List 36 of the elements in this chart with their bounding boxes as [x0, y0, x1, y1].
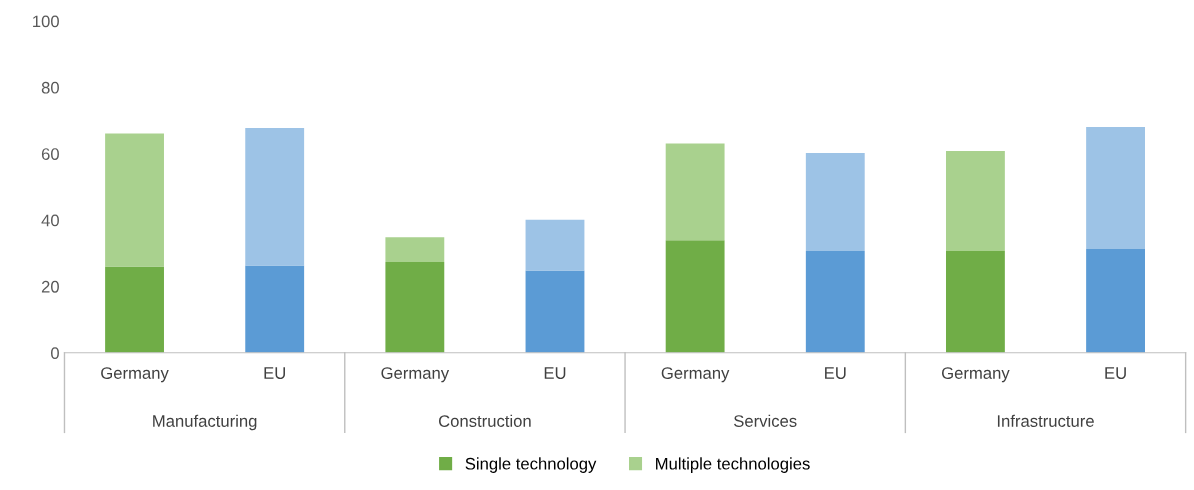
y-tick-label: 60 [41, 148, 59, 160]
text: Infrastructure [997, 414, 1094, 427]
text: Manufacturing [153, 414, 257, 431]
x-tick-label: EU [825, 367, 846, 379]
legend-label: Single technology [465, 457, 597, 473]
bar [525, 270, 585, 353]
bar [1086, 248, 1145, 353]
bar [805, 153, 865, 251]
text: Services [734, 414, 797, 427]
bar [105, 266, 164, 353]
bar [945, 250, 1005, 353]
x-tick-label: EU [1105, 367, 1126, 379]
legend-label: Multiple technologies [656, 457, 810, 473]
x-tick-label: EU [544, 367, 566, 379]
y-tick-label: 0 [51, 347, 59, 359]
bar [1086, 126, 1145, 249]
bar [665, 143, 725, 241]
y-tick-label: 20 [41, 280, 59, 293]
bar [525, 219, 585, 271]
bar [245, 265, 305, 353]
bar [385, 237, 445, 262]
bar [105, 133, 164, 267]
y-tick-label: 100 [33, 15, 59, 28]
x-tick-label: Germany [381, 367, 450, 383]
y-tick-label: 40 [41, 214, 59, 227]
x-tick-label: EU [264, 367, 285, 379]
y-tick-label: 80 [41, 81, 59, 94]
bar [945, 151, 1005, 251]
x-tick-label: Germany [661, 367, 730, 383]
bar [385, 261, 445, 353]
bar [665, 240, 725, 353]
x-tick-label: Germany [941, 367, 1010, 383]
text: Construction [438, 414, 531, 427]
bar [245, 127, 305, 266]
x-tick-label: Germany [101, 367, 169, 383]
bar [805, 250, 865, 353]
